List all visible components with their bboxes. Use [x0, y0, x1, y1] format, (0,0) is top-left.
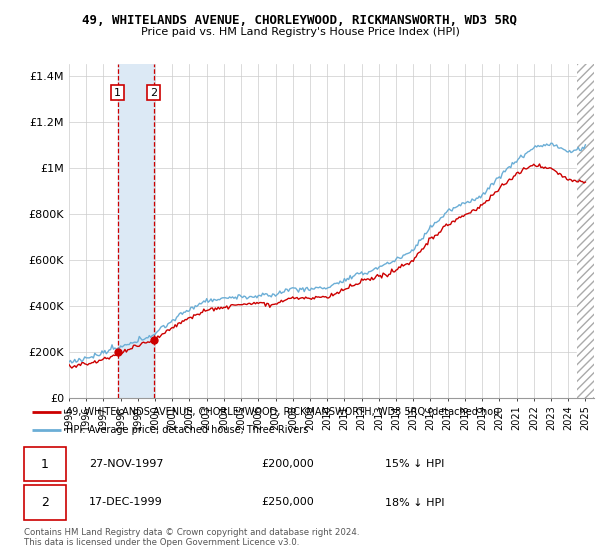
Text: 27-NOV-1997: 27-NOV-1997	[89, 459, 163, 469]
Text: HPI: Average price, detached house, Three Rivers: HPI: Average price, detached house, Thre…	[66, 425, 308, 435]
Point	[113, 347, 122, 356]
Text: 49, WHITELANDS AVENUE, CHORLEYWOOD, RICKMANSWORTH, WD3 5RQ (detached hou: 49, WHITELANDS AVENUE, CHORLEYWOOD, RICK…	[66, 407, 500, 417]
Text: 49, WHITELANDS AVENUE, CHORLEYWOOD, RICKMANSWORTH, WD3 5RQ: 49, WHITELANDS AVENUE, CHORLEYWOOD, RICK…	[83, 14, 517, 27]
Text: 15% ↓ HPI: 15% ↓ HPI	[385, 459, 445, 469]
Bar	[577, 64, 594, 398]
Text: £200,000: £200,000	[261, 459, 314, 469]
Text: 1: 1	[41, 458, 49, 471]
Text: 2: 2	[150, 88, 157, 98]
Text: 18% ↓ HPI: 18% ↓ HPI	[385, 497, 445, 507]
Text: 2: 2	[41, 496, 49, 509]
FancyBboxPatch shape	[24, 486, 66, 520]
Text: 17-DEC-1999: 17-DEC-1999	[89, 497, 163, 507]
Text: £250,000: £250,000	[261, 497, 314, 507]
FancyBboxPatch shape	[24, 447, 66, 482]
Bar	[118, 64, 154, 398]
Text: Price paid vs. HM Land Registry's House Price Index (HPI): Price paid vs. HM Land Registry's House …	[140, 27, 460, 37]
Bar	[577, 64, 594, 398]
Text: Contains HM Land Registry data © Crown copyright and database right 2024.
This d: Contains HM Land Registry data © Crown c…	[24, 528, 359, 547]
Text: 1: 1	[114, 88, 121, 98]
Point	[149, 335, 158, 344]
